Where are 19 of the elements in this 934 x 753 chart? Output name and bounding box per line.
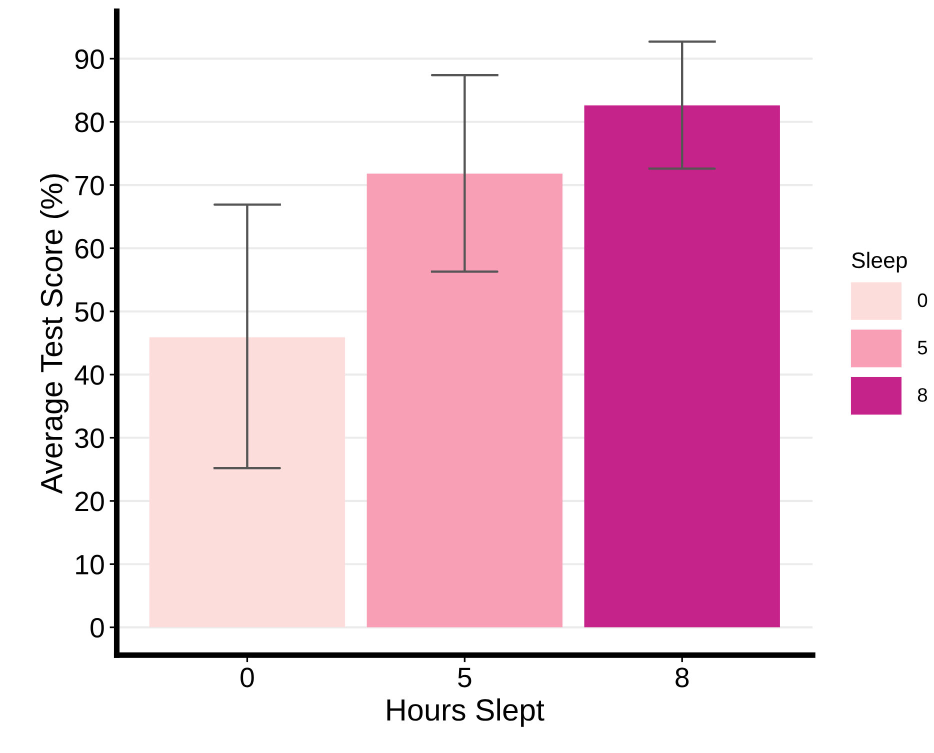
y-axis-title: Average Test Score (%): [40, 174, 68, 494]
legend-title: Sleep: [852, 252, 907, 273]
y-tick-label: 80: [75, 112, 104, 132]
y-tick-label: 90: [75, 49, 104, 70]
legend-label: 0: [918, 293, 928, 308]
x-tick-label: 0: [240, 668, 254, 688]
y-tick-label: 20: [75, 492, 104, 512]
y-tick-label: 10: [76, 554, 104, 574]
legend-label: 8: [918, 388, 928, 402]
y-tick-label: 70: [75, 176, 104, 196]
x-tick-label: 5: [458, 668, 472, 688]
y-tick-label: 0: [90, 618, 104, 638]
y-tick-label: 60: [75, 238, 104, 259]
y-tick-label: 30: [75, 428, 104, 448]
y-tick-label: 50: [75, 302, 104, 322]
y-tick-label: 40: [74, 365, 104, 385]
legend-label: 5: [918, 340, 928, 354]
x-axis-title: Hours Slept: [387, 698, 544, 727]
x-tick-label: 8: [676, 668, 689, 688]
